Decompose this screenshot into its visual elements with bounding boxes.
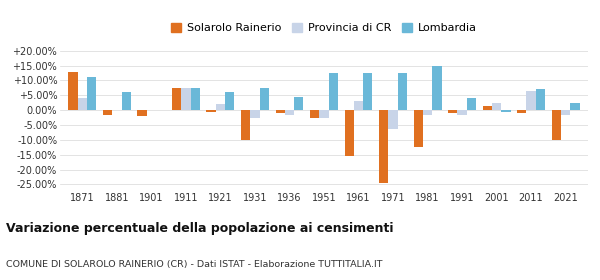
Bar bbox=[363, 73, 373, 110]
Bar bbox=[457, 110, 467, 115]
Bar bbox=[344, 110, 354, 156]
Bar bbox=[329, 73, 338, 110]
Bar bbox=[216, 104, 225, 110]
Bar bbox=[388, 110, 398, 129]
Bar bbox=[482, 106, 492, 110]
Bar bbox=[448, 110, 457, 113]
Bar bbox=[398, 73, 407, 110]
Bar bbox=[526, 91, 536, 110]
Bar bbox=[517, 110, 526, 113]
Bar bbox=[379, 110, 388, 183]
Bar bbox=[137, 110, 147, 116]
Bar bbox=[78, 98, 87, 110]
Bar bbox=[68, 72, 78, 110]
Bar bbox=[319, 110, 329, 118]
Text: Variazione percentuale della popolazione ai censimenti: Variazione percentuale della popolazione… bbox=[6, 222, 394, 235]
Bar bbox=[467, 98, 476, 110]
Bar bbox=[260, 88, 269, 110]
Bar bbox=[492, 103, 501, 110]
Bar bbox=[561, 110, 570, 115]
Bar bbox=[570, 103, 580, 110]
Bar bbox=[122, 92, 131, 110]
Bar bbox=[206, 110, 216, 112]
Bar bbox=[285, 110, 294, 115]
Bar bbox=[241, 110, 250, 140]
Bar bbox=[275, 110, 285, 113]
Text: COMUNE DI SOLAROLO RAINERIO (CR) - Dati ISTAT - Elaborazione TUTTITALIA.IT: COMUNE DI SOLAROLO RAINERIO (CR) - Dati … bbox=[6, 260, 383, 269]
Bar bbox=[310, 110, 319, 118]
Bar bbox=[172, 88, 181, 110]
Bar bbox=[294, 97, 304, 110]
Legend: Solarolo Rainerio, Provincia di CR, Lombardia: Solarolo Rainerio, Provincia di CR, Lomb… bbox=[167, 18, 481, 38]
Bar bbox=[354, 101, 363, 110]
Bar bbox=[225, 92, 235, 110]
Bar bbox=[103, 110, 112, 115]
Bar bbox=[250, 110, 260, 118]
Bar bbox=[536, 89, 545, 110]
Bar bbox=[501, 110, 511, 112]
Bar bbox=[432, 66, 442, 110]
Bar bbox=[423, 110, 432, 115]
Bar bbox=[413, 110, 423, 147]
Bar bbox=[181, 88, 191, 110]
Bar bbox=[87, 78, 97, 110]
Bar bbox=[191, 88, 200, 110]
Bar bbox=[551, 110, 561, 140]
